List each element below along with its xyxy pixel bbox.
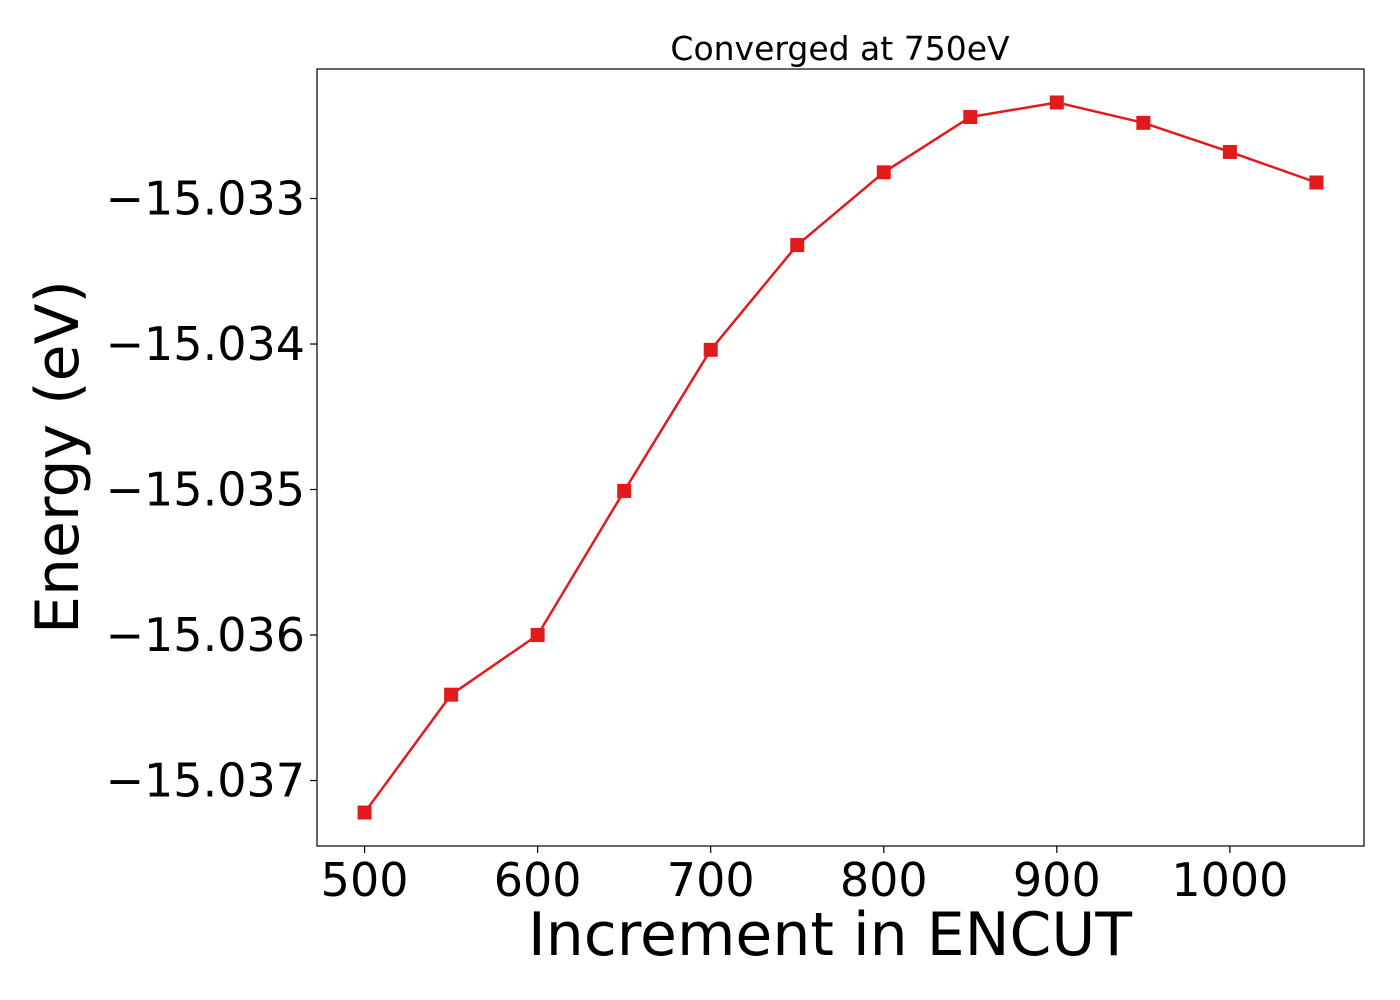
x-tick-label: 700	[667, 853, 755, 907]
data-point-marker	[617, 483, 632, 498]
x-tick-label: 500	[321, 853, 409, 907]
data-point-marker	[1049, 95, 1064, 110]
data-point-marker	[963, 110, 978, 125]
x-tick-label: 1000	[1171, 853, 1288, 907]
y-tick-label: −15.037	[106, 754, 306, 808]
y-axis-ticks: −15.037 −15.036 −15.035 −15.034 −15.033	[106, 172, 317, 808]
data-point-marker	[444, 687, 459, 702]
data-series	[357, 95, 1324, 820]
y-tick-label: −15.034	[106, 317, 306, 371]
x-axis-ticks: 500 600 700 800 900 1000	[321, 846, 1288, 907]
data-point-marker	[876, 165, 891, 180]
data-point-marker	[1309, 175, 1324, 190]
data-point-marker	[1136, 115, 1151, 130]
plot-area-frame	[316, 68, 1365, 847]
x-tick-label: 900	[1013, 853, 1101, 907]
y-tick-label: −15.033	[106, 172, 306, 226]
data-point-marker	[703, 342, 718, 357]
chart-title: Converged at 750eV	[670, 29, 1010, 68]
data-point-marker	[530, 628, 545, 643]
y-tick-label: −15.035	[106, 463, 306, 517]
series-line	[363, 101, 1317, 814]
data-point-marker	[790, 238, 805, 253]
y-tick-label: −15.036	[106, 608, 306, 662]
y-axis-title: Energy (eV)	[23, 280, 93, 634]
x-tick-label: 800	[840, 853, 928, 907]
data-point-marker	[357, 805, 372, 820]
x-axis-title: Increment in ENCUT	[528, 900, 1132, 970]
data-point-marker	[1222, 144, 1237, 159]
x-tick-label: 600	[494, 853, 582, 907]
